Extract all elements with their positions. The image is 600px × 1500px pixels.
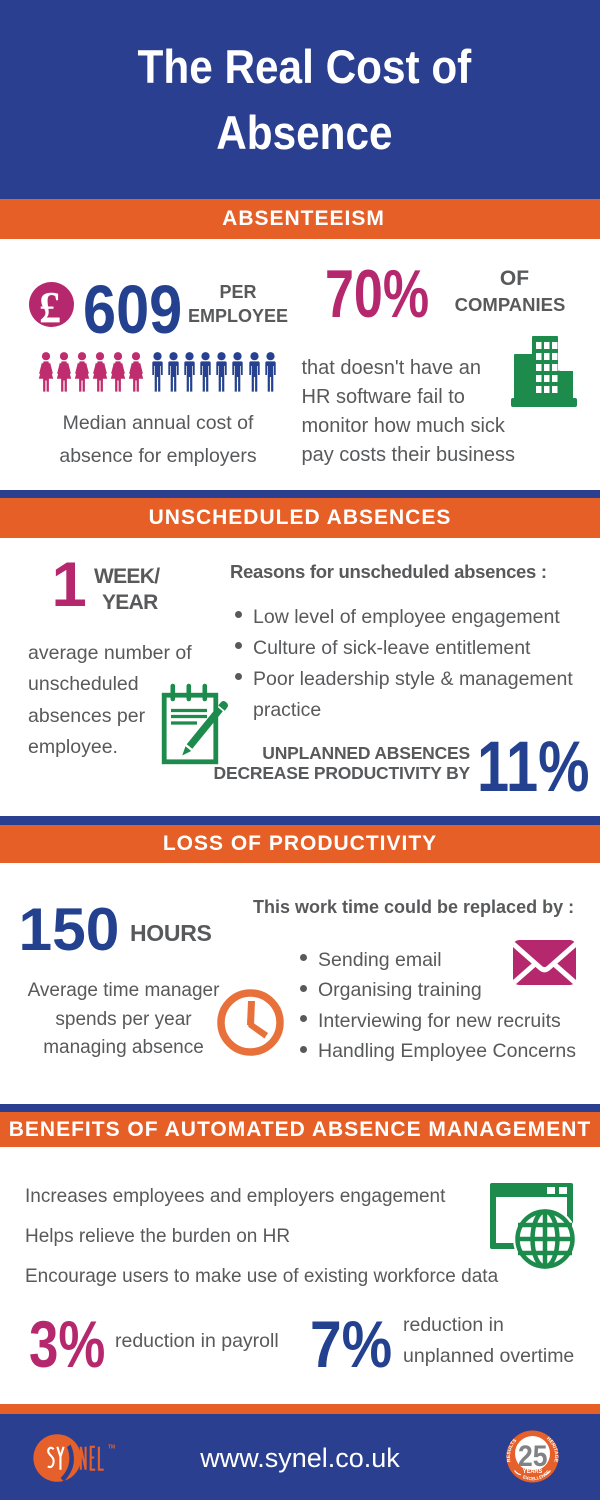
svg-text:TM: TM [108,1445,115,1451]
svg-text:25: 25 [518,1440,548,1473]
svg-text:YEARS: YEARS [523,1469,543,1475]
